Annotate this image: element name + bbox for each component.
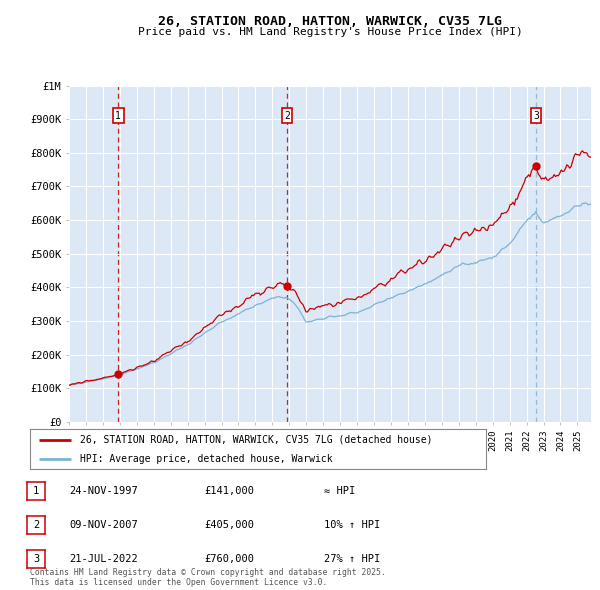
Text: 21-JUL-2022: 21-JUL-2022 [69, 554, 138, 563]
Text: Price paid vs. HM Land Registry's House Price Index (HPI): Price paid vs. HM Land Registry's House … [137, 27, 523, 37]
Text: HPI: Average price, detached house, Warwick: HPI: Average price, detached house, Warw… [80, 454, 333, 464]
Text: 3: 3 [33, 554, 39, 563]
Text: Contains HM Land Registry data © Crown copyright and database right 2025.
This d: Contains HM Land Registry data © Crown c… [30, 568, 386, 587]
Text: 2: 2 [33, 520, 39, 530]
Text: 26, STATION ROAD, HATTON, WARWICK, CV35 7LG: 26, STATION ROAD, HATTON, WARWICK, CV35 … [158, 15, 502, 28]
Text: 27% ↑ HPI: 27% ↑ HPI [324, 554, 380, 563]
Text: 24-NOV-1997: 24-NOV-1997 [69, 486, 138, 496]
Text: 10% ↑ HPI: 10% ↑ HPI [324, 520, 380, 530]
Text: £405,000: £405,000 [204, 520, 254, 530]
Text: £760,000: £760,000 [204, 554, 254, 563]
Text: 2: 2 [284, 111, 290, 121]
Text: 1: 1 [115, 111, 121, 121]
Text: 26, STATION ROAD, HATTON, WARWICK, CV35 7LG (detached house): 26, STATION ROAD, HATTON, WARWICK, CV35 … [80, 435, 433, 445]
Text: 09-NOV-2007: 09-NOV-2007 [69, 520, 138, 530]
Text: 3: 3 [533, 111, 539, 121]
Text: ≈ HPI: ≈ HPI [324, 486, 355, 496]
Text: £141,000: £141,000 [204, 486, 254, 496]
Text: 1: 1 [33, 486, 39, 496]
